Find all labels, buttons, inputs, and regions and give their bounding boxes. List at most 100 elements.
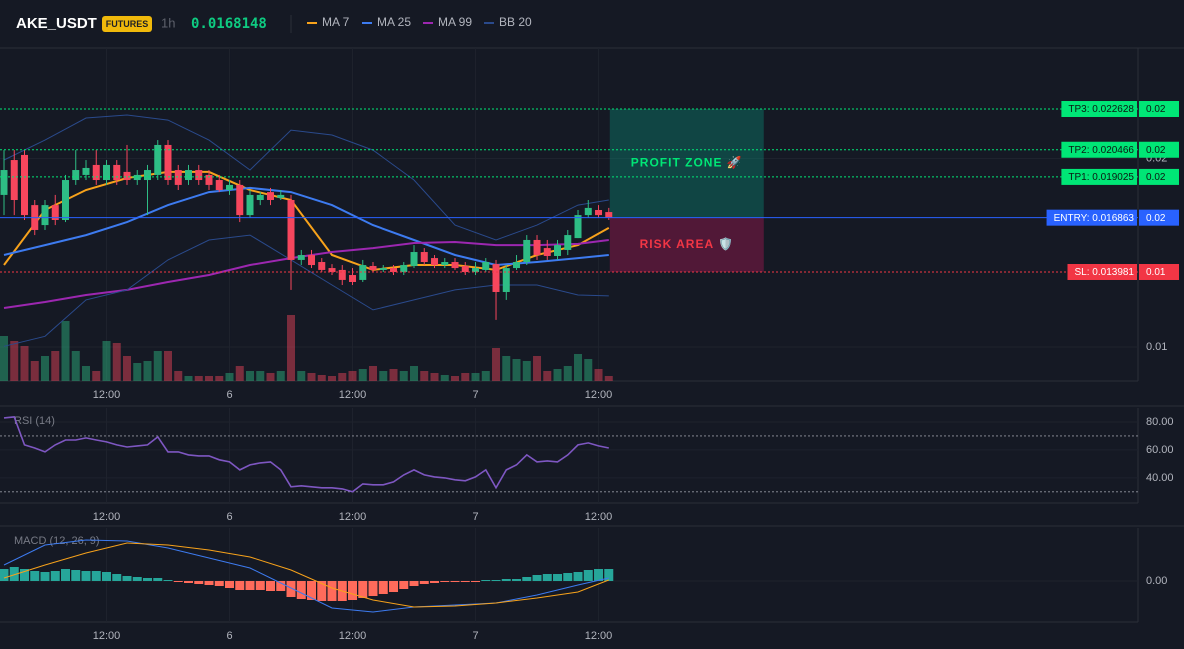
candle-body xyxy=(82,167,90,175)
x-tick-label: 12:00 xyxy=(339,389,367,401)
candle-body xyxy=(605,212,613,218)
histogram-bar xyxy=(522,577,532,581)
histogram-bar xyxy=(214,581,224,586)
zone-label: PROFIT ZONE 🚀 xyxy=(631,156,743,170)
volume-bar xyxy=(82,366,91,381)
volume-bar xyxy=(215,376,224,381)
x-tick-label: 7 xyxy=(472,630,478,642)
interval[interactable]: 1h xyxy=(161,15,175,30)
candle-body xyxy=(236,184,244,216)
histogram-bar xyxy=(573,572,583,581)
candle-body xyxy=(297,255,305,260)
histogram-bar xyxy=(563,573,573,581)
level-label: ENTRY: 0.016863 xyxy=(1054,213,1135,224)
histogram-bar xyxy=(194,581,204,584)
candle-body xyxy=(318,262,326,270)
legend-label: MA 99 xyxy=(438,15,472,29)
candle-body xyxy=(41,205,49,226)
histogram-bar xyxy=(491,580,501,581)
y-tick-label: 0.00 xyxy=(1146,575,1167,587)
candle-body xyxy=(123,171,131,181)
histogram-bar xyxy=(471,581,481,582)
histogram-bar xyxy=(204,581,214,585)
volume-bar xyxy=(112,343,121,381)
histogram-bar xyxy=(19,569,29,581)
badge-bg xyxy=(102,16,152,32)
histogram-bar xyxy=(419,581,429,584)
macd-line xyxy=(3,542,609,608)
candle-body xyxy=(523,239,531,263)
level-label: TP1: 0.019025 xyxy=(1068,172,1134,183)
candle-body xyxy=(595,209,603,216)
legend-label: MA 25 xyxy=(377,15,411,29)
candle-body xyxy=(349,275,357,283)
histogram-bar xyxy=(276,581,286,591)
histogram-bar xyxy=(399,581,409,589)
axis-label-bg xyxy=(1139,141,1179,158)
volume-bar xyxy=(153,351,162,381)
volume-bar xyxy=(184,376,193,381)
candle-body xyxy=(461,265,469,273)
histogram-bar xyxy=(286,581,296,597)
volume-bar xyxy=(164,351,173,381)
volume-bar xyxy=(174,371,183,381)
histogram-bar xyxy=(112,574,122,581)
level-label-bg xyxy=(1061,168,1137,185)
volume-bar xyxy=(348,371,357,381)
histogram-bar xyxy=(61,569,71,581)
volume-bar xyxy=(533,356,542,381)
histogram-bar xyxy=(594,569,604,581)
x-tick-label: 12:00 xyxy=(93,511,121,523)
volume-bar xyxy=(10,341,19,381)
axis-label-bg xyxy=(1139,100,1179,117)
volume-bar xyxy=(461,373,470,381)
volume-bar xyxy=(369,366,378,381)
candle-body xyxy=(0,170,8,195)
x-tick-label: 6 xyxy=(226,511,232,523)
volume-bar xyxy=(502,356,511,381)
candle-body xyxy=(103,164,111,181)
candle-body xyxy=(226,184,234,191)
candle-body xyxy=(359,265,367,280)
bb-upper xyxy=(3,114,609,241)
legend-label: MA 7 xyxy=(322,15,350,29)
volume-bar xyxy=(328,376,337,381)
candle-body xyxy=(451,262,459,269)
candle-body xyxy=(92,164,100,181)
axis-label: 0.02 xyxy=(1146,145,1166,156)
symbol[interactable]: AKE_USDT xyxy=(16,15,97,32)
histogram-bar xyxy=(102,572,112,581)
histogram-bar xyxy=(163,580,173,581)
rsi-line xyxy=(3,416,609,493)
candle-body xyxy=(390,268,398,273)
volume-bar xyxy=(563,366,572,381)
volume-bar xyxy=(307,373,316,381)
candle-body xyxy=(185,170,193,181)
histogram-bar xyxy=(512,579,522,581)
histogram-bar xyxy=(368,581,378,596)
histogram-bar xyxy=(50,571,60,581)
volume-bar xyxy=(51,351,60,381)
volume-bar xyxy=(133,363,142,381)
candle-body xyxy=(441,262,449,266)
volume-bar xyxy=(338,373,347,381)
level-label: SL: 0.013981 xyxy=(1075,267,1135,278)
histogram-bar xyxy=(235,581,245,590)
histogram-bar xyxy=(501,579,511,581)
volume-bar xyxy=(297,371,306,381)
axis-label: 0.02 xyxy=(1146,213,1166,224)
histogram-bar xyxy=(173,581,183,582)
grid xyxy=(0,408,1138,503)
histogram-bar xyxy=(266,581,276,591)
histogram-bar xyxy=(91,571,101,581)
histogram-bar xyxy=(317,581,327,601)
histogram-bar xyxy=(143,578,153,581)
axis-label: 0.02 xyxy=(1146,172,1166,183)
histogram-bar xyxy=(440,581,450,582)
histogram-bar xyxy=(0,569,9,581)
histogram-bar xyxy=(296,581,306,599)
candle-body xyxy=(410,252,418,266)
candle-body xyxy=(62,180,70,220)
